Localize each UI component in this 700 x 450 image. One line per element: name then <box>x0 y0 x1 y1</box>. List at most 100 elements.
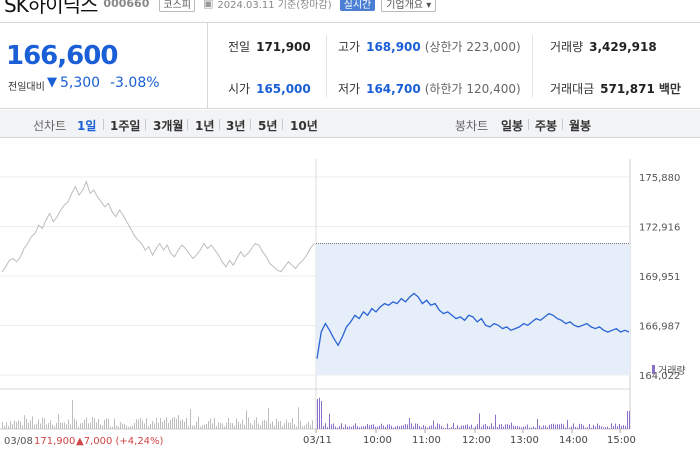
current-price: 166,600 <box>6 41 118 71</box>
volume-bar <box>573 423 574 429</box>
volume-bar <box>527 424 528 429</box>
volume-bar <box>82 423 83 429</box>
volume-bar <box>52 424 53 429</box>
volume-bar <box>234 425 235 429</box>
volume-bar <box>46 424 47 429</box>
period-10y[interactable]: 10년 <box>290 119 318 133</box>
volume-bar <box>373 424 374 429</box>
volume-bar <box>425 426 426 429</box>
volume-bar <box>581 423 582 429</box>
volume-bar <box>202 425 203 429</box>
volume-bar <box>214 418 215 429</box>
volume-bar <box>204 424 205 429</box>
realtime-button[interactable]: 실시간 <box>339 0 376 11</box>
volume-bar <box>421 427 422 429</box>
stat-amount: 거래대금 571,871 백만 <box>550 80 681 97</box>
change-percent: -3.08% <box>110 75 160 91</box>
prev-day-close: 171,900 <box>34 436 75 447</box>
volume-bar <box>465 425 466 429</box>
price-chart[interactable]: 175,880 172,916 169,951 166,987 164,022 03/1… <box>0 139 700 450</box>
volume-bar <box>208 421 209 429</box>
stock-name[interactable]: SK하이닉스 <box>4 0 98 17</box>
volume-bar <box>565 427 566 429</box>
volume-bar <box>551 424 552 429</box>
volume-bar <box>547 427 548 429</box>
volume-bar <box>24 415 25 429</box>
volume-bar <box>298 407 299 429</box>
volume-bar <box>264 419 265 429</box>
volume-bar <box>144 423 145 429</box>
volume-bar <box>351 426 352 429</box>
company-info-dropdown[interactable]: 기업개요 ▾ <box>381 0 437 12</box>
stat-high-label: 고가 <box>338 40 361 54</box>
volume-bar <box>353 425 354 429</box>
volume-bar <box>401 425 402 429</box>
volume-bar <box>78 426 79 429</box>
x-tick-label: 03/11 <box>303 435 332 446</box>
volume-bar <box>555 424 556 429</box>
volume-bar <box>371 424 372 429</box>
candle-weekly[interactable]: 주봉 <box>535 119 558 133</box>
period-3m[interactable]: 3개월 <box>153 119 184 133</box>
volume-bar <box>599 425 600 429</box>
stock-code: 000660 <box>103 0 150 10</box>
volume-bar <box>278 421 279 429</box>
volume-bar <box>48 422 49 429</box>
volume-bar <box>230 422 231 429</box>
volume-bar <box>467 424 468 429</box>
volume-bar <box>533 426 534 429</box>
volume-bar <box>593 424 594 429</box>
volume-bar <box>308 421 309 429</box>
volume-bar <box>347 426 348 429</box>
volume-bar <box>266 421 267 429</box>
volume-bar <box>383 425 384 429</box>
stat-amount-unit: 백만 <box>658 82 681 96</box>
volume-bar <box>431 425 432 429</box>
volume-bar <box>190 409 191 429</box>
volume-bar <box>194 425 195 429</box>
divider <box>326 35 327 97</box>
volume-bar <box>186 418 187 429</box>
stat-prev-value: 171,900 <box>256 40 311 54</box>
volume-bar <box>591 427 592 429</box>
volume-bar <box>272 421 273 429</box>
volume-bar <box>419 426 420 429</box>
divider <box>532 35 533 97</box>
volume-bar <box>12 424 13 429</box>
volume-bar <box>379 425 380 429</box>
volume-bar <box>579 423 580 429</box>
volume-bar <box>158 422 159 429</box>
period-3y[interactable]: 3년 <box>226 119 246 133</box>
volume-bar <box>250 422 251 429</box>
separator <box>219 119 220 130</box>
volume-bar <box>515 426 516 429</box>
volume-bar <box>549 424 550 429</box>
candle-monthly[interactable]: 월봉 <box>569 119 592 133</box>
volume-bar <box>246 410 247 429</box>
period-5y[interactable]: 5년 <box>258 119 278 133</box>
volume-bar <box>124 424 125 429</box>
volume-bar <box>589 423 590 429</box>
volume-bar <box>164 420 165 429</box>
volume-bar <box>335 426 336 429</box>
volume-bar <box>176 418 177 429</box>
period-1y[interactable]: 1년 <box>195 119 215 133</box>
period-1w[interactable]: 1주일 <box>110 119 141 133</box>
volume-bar <box>210 418 211 429</box>
volume-bar <box>38 419 39 429</box>
volume-bar <box>178 415 179 429</box>
period-1d[interactable]: 1일 <box>77 119 97 133</box>
stat-amount-value: 571,871 <box>600 82 655 96</box>
x-tick-label: 12:00 <box>462 435 491 446</box>
volume-bar <box>531 427 532 429</box>
volume-bar <box>535 427 536 429</box>
volume-bar <box>407 424 408 429</box>
candle-daily[interactable]: 일봉 <box>501 119 524 133</box>
volume-bar <box>130 426 131 429</box>
volume-bar <box>50 420 51 429</box>
volume-bar <box>114 418 115 429</box>
price-box: 166,600 전일대비 ▼ 5,300 -3.08% <box>0 23 208 109</box>
volume-bar <box>327 427 328 429</box>
volume-bar <box>62 422 63 429</box>
candle-chart-label: 봉차트 <box>455 119 489 133</box>
